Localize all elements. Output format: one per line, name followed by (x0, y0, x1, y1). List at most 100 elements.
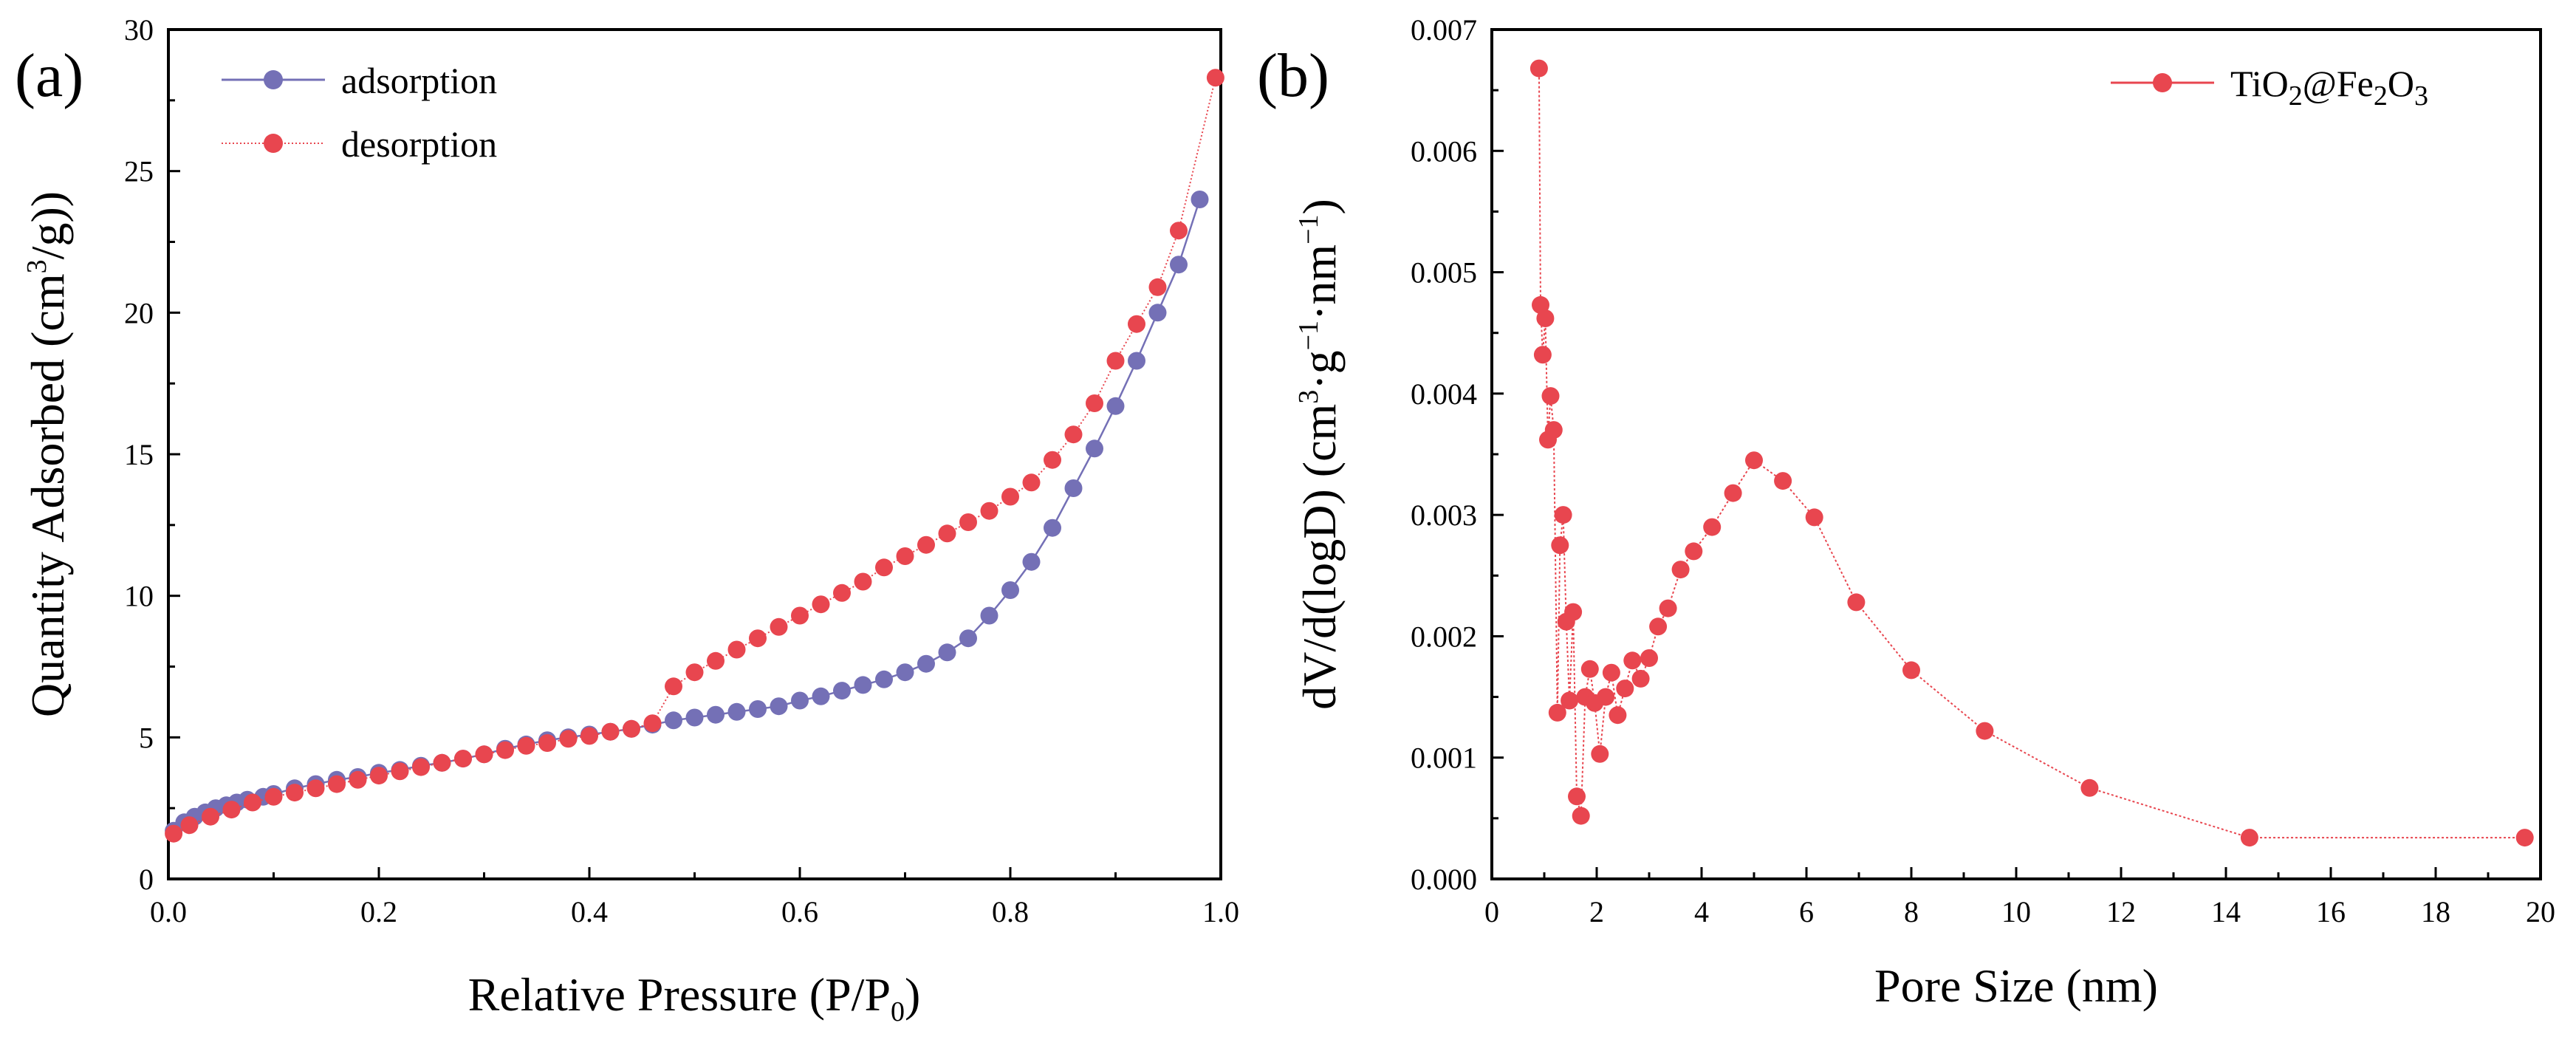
panel-a-desorption-point (1044, 451, 1061, 469)
legend-adsorption-marker (264, 70, 283, 89)
panel-a-adsorption-point (685, 708, 704, 727)
panel-b-tio2-fe2o3-point (2080, 778, 2099, 797)
panel-a-y-tick-label: 25 (124, 155, 154, 188)
panel-a-desorption-point (328, 775, 346, 793)
panel-b-x-tick-label: 0 (1484, 895, 1499, 928)
panel-a-desorption-point (349, 770, 367, 789)
panel-a-adsorption-point (812, 687, 830, 705)
panel-b-x-tick-label: 14 (2211, 895, 2241, 928)
panel-b-tio2-fe2o3-point (2515, 829, 2534, 847)
panel-a-y-tick-label: 5 (139, 721, 154, 754)
panel-a-x-tick-label: 1.0 (1202, 895, 1239, 928)
panel-a-x-tick-label: 0.4 (571, 895, 608, 928)
panel-a-desorption-point (1148, 278, 1167, 296)
panel-a-desorption-point (770, 617, 788, 636)
panel-b-tio2-fe2o3-point (1805, 508, 1823, 527)
panel-a-y-axis-title: Quantity Adsorbed (cm3/g)) (21, 191, 74, 717)
panel-a-adsorption-point (770, 697, 788, 716)
panel-b-tio2-fe2o3-point (1572, 807, 1590, 825)
panel-a-desorption-point (180, 816, 199, 835)
panel-a-adsorption-point (854, 676, 872, 694)
panel-b-y-tick-label: 0.002 (1411, 620, 1477, 653)
panel-a-desorption-point (412, 758, 430, 776)
panel-b-x-ticks: 0 2 4 6 8 10 12 14 16 18 20 (1484, 867, 2555, 928)
panel-b-tio2-fe2o3-line (1538, 68, 2525, 839)
panel-a-desorption-point (727, 640, 746, 659)
panel-a-desorption-point (517, 736, 535, 755)
panel-b-tio2-fe2o3-point (1609, 706, 1627, 725)
panel-b-x-tick-label: 20 (2526, 895, 2555, 928)
panel-b-y-tick-label: 0.005 (1411, 256, 1477, 290)
panel-a-desorption-point (559, 730, 578, 748)
panel-a-label: (a) (15, 41, 83, 110)
panel-a-adsorption-point (1001, 581, 1019, 599)
panel-a-desorption-point (1022, 473, 1041, 492)
panel-b-tio2-fe2o3-point (1616, 680, 1634, 698)
panel-a-desorption-point (580, 727, 598, 745)
panel-b-y-tick-label: 0.004 (1411, 377, 1477, 411)
panel-b-tio2-fe2o3-point (1597, 688, 1615, 706)
panel-a-desorption-point (1106, 352, 1125, 370)
panel-a-desorption-point (917, 535, 935, 554)
panel-b-plot-frame (1490, 28, 2542, 880)
legend-desorption-marker (264, 134, 283, 153)
panel-a-desorption-point (854, 572, 872, 591)
panel-a-desorption-point (391, 762, 409, 781)
panel-a-desorption-point (959, 513, 977, 531)
legend-adsorption-label: adsorption (341, 60, 497, 101)
panel-a-adsorption-point (980, 606, 998, 625)
panel-a-desorption-point (1170, 222, 1188, 240)
panel-a-desorption-point (286, 784, 304, 802)
panel-a-desorption-point (244, 793, 261, 812)
panel-a-adsorption-point (1044, 518, 1061, 537)
panel-a-desorption-point (833, 583, 851, 602)
panel-b-tio2-fe2o3-point (1902, 661, 1920, 680)
panel-a-y-tick-label: 0 (139, 863, 154, 896)
panel-b-y-tick-label: 0.000 (1411, 863, 1477, 896)
panel-a-desorption-point (875, 558, 893, 577)
panel-a-adsorption-point (959, 629, 977, 648)
panel-b-tio2-fe2o3-point (1564, 603, 1583, 621)
panel-a-adsorption-point (665, 711, 682, 730)
panel-a-desorption-point (707, 651, 724, 670)
panel-a-adsorption-point (1191, 191, 1209, 208)
panel-a-adsorption-point (896, 663, 914, 682)
panel-b-x-tick-label: 16 (2316, 895, 2346, 928)
panel-a-desorption-point (264, 787, 283, 806)
panel-b-tio2-fe2o3-point (1649, 617, 1668, 636)
panel-a-desorption-point (938, 524, 956, 543)
panel-a-desorption-point (623, 719, 640, 738)
panel-a-desorption-point (1064, 425, 1083, 444)
panel-b-tio2-fe2o3-point (1544, 421, 1563, 439)
panel-a-adsorption-point (1148, 304, 1167, 322)
panel-b-tio2-fe2o3-point (1671, 561, 1690, 579)
panel-a-x-tick-label: 0.2 (360, 895, 397, 928)
panel-b-tio2-fe2o3-point (1685, 542, 1703, 561)
panel-b-tio2-fe2o3-point (1561, 691, 1579, 710)
panel-b-y-ticks: 0.000 0.001 0.002 0.003 0.004 0.005 0.006 0.007 (1411, 13, 1504, 896)
panel-b-tio2-fe2o3-point (1745, 451, 1763, 470)
panel-b-tio2-fe2o3-point (1640, 649, 1658, 667)
panel-a-adsorption-point (917, 654, 935, 673)
panel-b-legend: TiO2@Fe2O3 (2111, 63, 2428, 112)
panel-a-y-tick-label: 10 (124, 580, 154, 613)
panel-a-x-axis-title: Relative Pressure (P/P0) (468, 968, 921, 1027)
panel-a-desorption-point (165, 824, 183, 843)
panel-b-label: (b) (1257, 41, 1329, 110)
panel-a-desorption-point (1086, 394, 1103, 412)
panel-a-x-tick-label: 0.8 (992, 895, 1029, 928)
panel-a-desorption-point (454, 750, 472, 768)
panel-b-tio2-fe2o3-point (1631, 669, 1650, 688)
panel-b-tio2-fe2o3-point (2240, 829, 2258, 847)
panel-b-x-tick-label: 18 (2421, 895, 2450, 928)
panel-b-y-tick-label: 0.007 (1411, 13, 1477, 47)
legend-tio2-fe2o3-label: TiO2@Fe2O3 (2230, 63, 2428, 112)
panel-a-desorption-point (1001, 487, 1019, 506)
panel-b-tio2-fe2o3-point (1551, 536, 1569, 555)
panel-b-tio2-fe2o3-point (1774, 472, 1792, 490)
panel-b-tio2-fe2o3-point (1541, 387, 1560, 405)
panel-b-y-axis-title: dV/d(logD) (cm3·g−1·nm−1) (1293, 199, 1346, 710)
panel-b-x-tick-label: 2 (1589, 895, 1604, 928)
panel-a-y-ticks: 0 5 10 15 20 25 30 (124, 13, 180, 896)
